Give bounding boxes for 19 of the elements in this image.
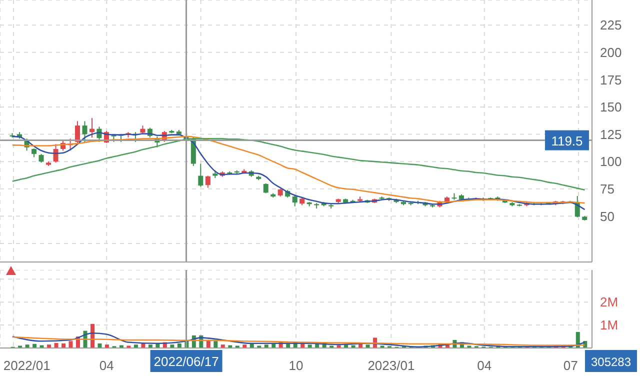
x-tick-label: 04 <box>477 358 492 373</box>
y-tick-label: 200 <box>600 45 622 60</box>
y-tick-label: 125 <box>600 126 622 142</box>
x-tick-label: 2023/01 <box>368 358 415 373</box>
y-tick-label: 50 <box>600 208 614 224</box>
ref-line-label: 2022/06/17 <box>154 354 219 369</box>
x-tick-label: 07 <box>563 358 578 373</box>
y-tick-label: 75 <box>600 181 614 196</box>
x-tick-label: 10 <box>288 358 304 373</box>
y-tick-label: 150 <box>600 100 622 115</box>
y-tick-label: 225 <box>600 18 622 33</box>
ref-line-label: 119.5 <box>551 133 583 148</box>
x-tick-label: 04 <box>99 358 114 373</box>
y-tick-label: 175 <box>600 72 622 88</box>
y-tick-label: 2M <box>600 294 618 310</box>
y-tick-label: 1M <box>600 318 618 333</box>
annotation: 305283 <box>590 354 632 369</box>
y-tick-label: 100 <box>600 154 622 170</box>
x-tick-label: 2022/01 <box>3 358 50 373</box>
